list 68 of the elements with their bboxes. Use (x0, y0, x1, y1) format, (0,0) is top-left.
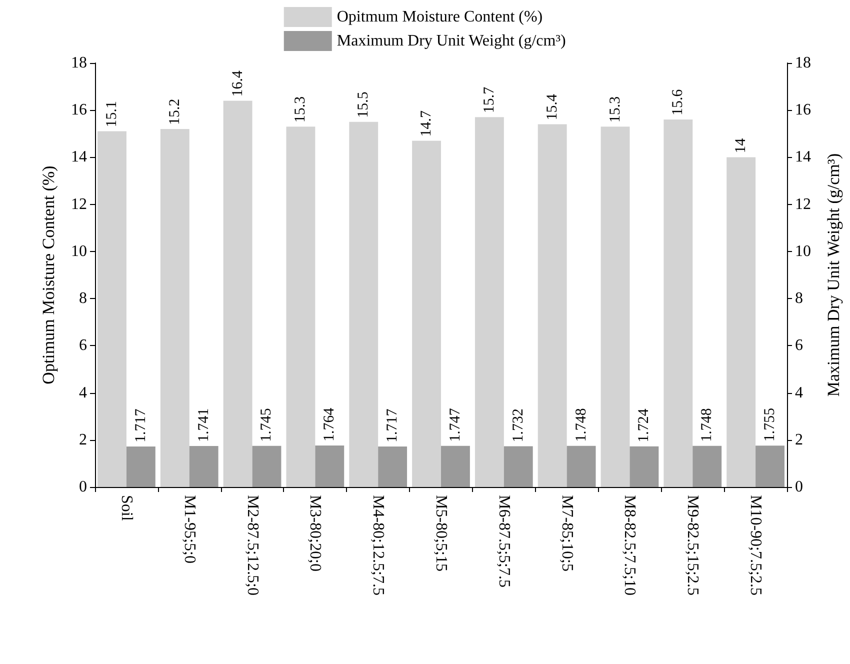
y-tick-label: 16 (71, 102, 87, 119)
data-label: 15.3 (607, 96, 624, 123)
data-label: 15.1 (104, 101, 120, 128)
data-label: 1.745 (258, 408, 275, 442)
data-label: 1.747 (447, 408, 464, 442)
y-tick-label: 2 (79, 431, 87, 448)
data-label: 1.755 (762, 408, 778, 442)
data-label: 1.717 (132, 408, 149, 443)
data-label: 1.764 (322, 407, 338, 442)
x-tick-label: M9-82.5;15;2.5 (684, 495, 702, 596)
data-label: 15.4 (544, 93, 560, 120)
y-tick-label: 8 (79, 290, 87, 308)
data-label: 1.724 (636, 408, 652, 442)
y2-tick-label: 12 (795, 196, 811, 213)
bar (474, 117, 504, 487)
data-label: 16.4 (230, 70, 246, 97)
y-tick-label: 12 (71, 196, 87, 213)
bar (223, 100, 252, 487)
bar (538, 124, 567, 487)
bar (726, 157, 756, 487)
y2-tick-label: 14 (795, 148, 811, 166)
y-tick-label: 6 (79, 337, 87, 354)
bar (664, 120, 693, 487)
x-tick-label: M8-82.5;7.5;10 (621, 495, 638, 596)
x-tick-label: M10-90;7.5;2.5 (747, 495, 764, 596)
x-tick-label: M1-95;5;0 (180, 495, 198, 564)
data-label: 15.7 (481, 86, 498, 114)
data-label: 1.732 (510, 408, 526, 442)
x-tick-label: M7-85;10;5 (558, 495, 576, 572)
x-tick-label: M4-80;12.5;7.5 (370, 495, 387, 596)
data-label: 15.3 (292, 96, 309, 123)
bar (600, 126, 630, 487)
y2-tick-label: 6 (795, 337, 803, 354)
x-tick-label: M5-80;5;15 (432, 495, 450, 572)
x-tick-label: Soil (118, 495, 135, 522)
y-tick-label: 4 (79, 384, 87, 402)
y2-tick-label: 2 (795, 431, 803, 448)
y2-tick-label: 8 (795, 290, 803, 308)
legend-label: Maximum Dry Unit Weight (g/cm³) (336, 32, 566, 50)
bar (349, 122, 378, 487)
data-label: 14 (733, 138, 750, 154)
y2-tick-label: 0 (795, 478, 803, 496)
y-tick-label: 18 (71, 54, 87, 72)
y-tick-label: 0 (79, 478, 87, 496)
data-label: 15.2 (166, 98, 183, 125)
x-tick-label: M3-80;20;0 (306, 495, 324, 572)
y-tick-label: 14 (71, 148, 87, 166)
data-label: 14.7 (418, 110, 435, 137)
bar (286, 126, 316, 487)
y2-tick-label: 4 (795, 384, 803, 402)
y2-tick-label: 18 (795, 54, 811, 72)
y2-axis-title: Maximum Dry Unit Weight (g/cm³) (824, 153, 843, 397)
y2-tick-label: 10 (795, 242, 811, 260)
data-label: 1.717 (384, 408, 401, 443)
data-label: 1.748 (573, 408, 590, 442)
legend-label: Opitmum Moisture Content (%) (336, 8, 543, 26)
bar (412, 140, 441, 487)
y2-tick-label: 16 (795, 102, 811, 119)
data-label: 1.741 (196, 408, 212, 442)
data-label: 15.6 (670, 88, 686, 116)
y-tick-label: 10 (71, 242, 87, 260)
x-tick-label: M2-87.5;12.5;0 (244, 495, 261, 596)
data-label: 15.5 (356, 92, 372, 118)
data-label: 1.748 (699, 408, 716, 442)
bar (160, 128, 190, 487)
x-tick-label: M6-87.5;5;7.5 (495, 495, 512, 588)
y-axis-title: Optimum Moisture Content (%) (39, 166, 58, 384)
bar (98, 131, 126, 487)
